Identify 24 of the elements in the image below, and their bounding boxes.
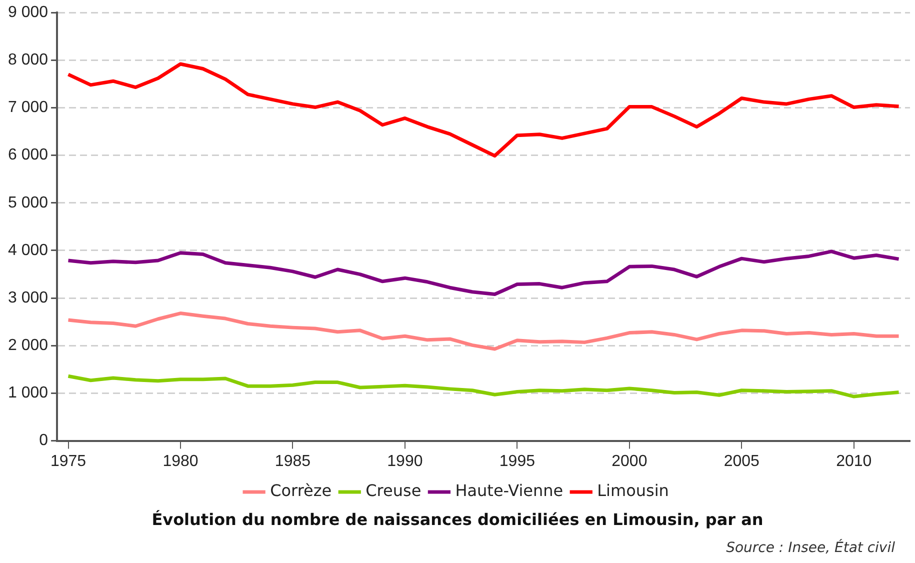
x-tick-label: 1995 [499,452,536,470]
y-tick-label: 7 000 [8,99,48,116]
x-tick-label: 1990 [387,452,423,470]
legend-label: Haute-Vienne [455,481,564,500]
y-tick-label: 1 000 [8,384,48,402]
y-tick-label: 2 000 [8,337,48,354]
y-tick-label: 6 000 [8,146,48,164]
y-tick-label: 0 [39,432,48,450]
text: Évolution du nombre de naissances domiciliées en Limousin, par an [150,510,764,529]
y-tick-label: 8 000 [8,52,48,69]
x-tick-label: 1975 [50,452,86,470]
legend-label: Limousin [597,481,669,500]
legend-label: Corrèze [270,481,332,500]
y-tick-label: 5 000 [8,194,48,212]
x-tick-label: 2010 [836,452,872,470]
x-tick-label: 1985 [274,452,311,470]
y-tick-label: 3 000 [8,289,48,306]
y-tick-label: 9 000 [8,4,48,22]
legend-label: Creuse [366,481,422,500]
x-tick-label: 2000 [612,452,648,470]
x-tick-label: 1980 [162,452,198,470]
y-tick-label: 4 000 [8,242,48,259]
source-note: Source : Insee, État civil [726,540,895,556]
x-tick-label: 2005 [724,452,760,470]
